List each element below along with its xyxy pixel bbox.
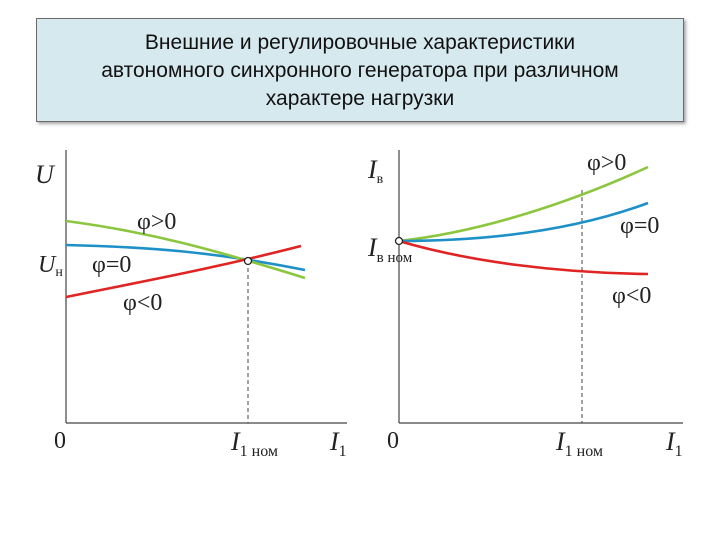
right-x-origin-label: 0 [387, 428, 399, 454]
left-y-rated-label: Uн [38, 252, 63, 280]
left-x-nominal-label: I1 ном [230, 427, 278, 460]
right-label-phi-neg: φ<0 [612, 283, 651, 309]
left-x-axis-label: I1 [329, 427, 347, 460]
left-label-phi-neg: φ<0 [123, 290, 162, 316]
right-label-phi-pos: φ>0 [587, 150, 626, 176]
left-x-origin-label: 0 [54, 428, 66, 454]
right-label-phi-zero: φ=0 [620, 213, 659, 239]
right-curve-phi-pos [398, 165, 649, 243]
right-nominal-point [394, 236, 404, 246]
title-line-2: автономного синхронного генератора при р… [101, 59, 619, 82]
right-chart: Iв Iв ном φ>0 φ=0 φ<0 0 I1 ном I1 [367, 150, 683, 460]
left-curve-phi-pos [65, 219, 306, 280]
title-box: Внешние и регулировочные характеристики … [36, 18, 684, 122]
title-line-3: характере нагрузки [265, 87, 455, 110]
left-curve-phi-zero [65, 243, 306, 272]
left-curve-phi-neg [65, 244, 302, 299]
left-y-axis-label: U [35, 160, 56, 189]
title-line-1: Внешние и регулировочные характеристики [144, 31, 576, 54]
left-label-phi-zero: φ=0 [92, 252, 131, 278]
left-label-phi-pos: φ>0 [137, 209, 176, 235]
left-nominal-point [243, 256, 253, 266]
right-curve-phi-neg [398, 239, 649, 276]
right-y-axis-label: Iв [367, 155, 384, 187]
right-x-nominal-label: I1 ном [555, 427, 603, 460]
right-y-nominal-label: Iв ном [367, 233, 413, 266]
right-curve-phi-zero [398, 201, 649, 243]
left-chart: U Uн φ>0 φ=0 φ<0 0 I1 ном I1 [35, 150, 347, 460]
right-x-axis-label: I1 [665, 427, 683, 460]
